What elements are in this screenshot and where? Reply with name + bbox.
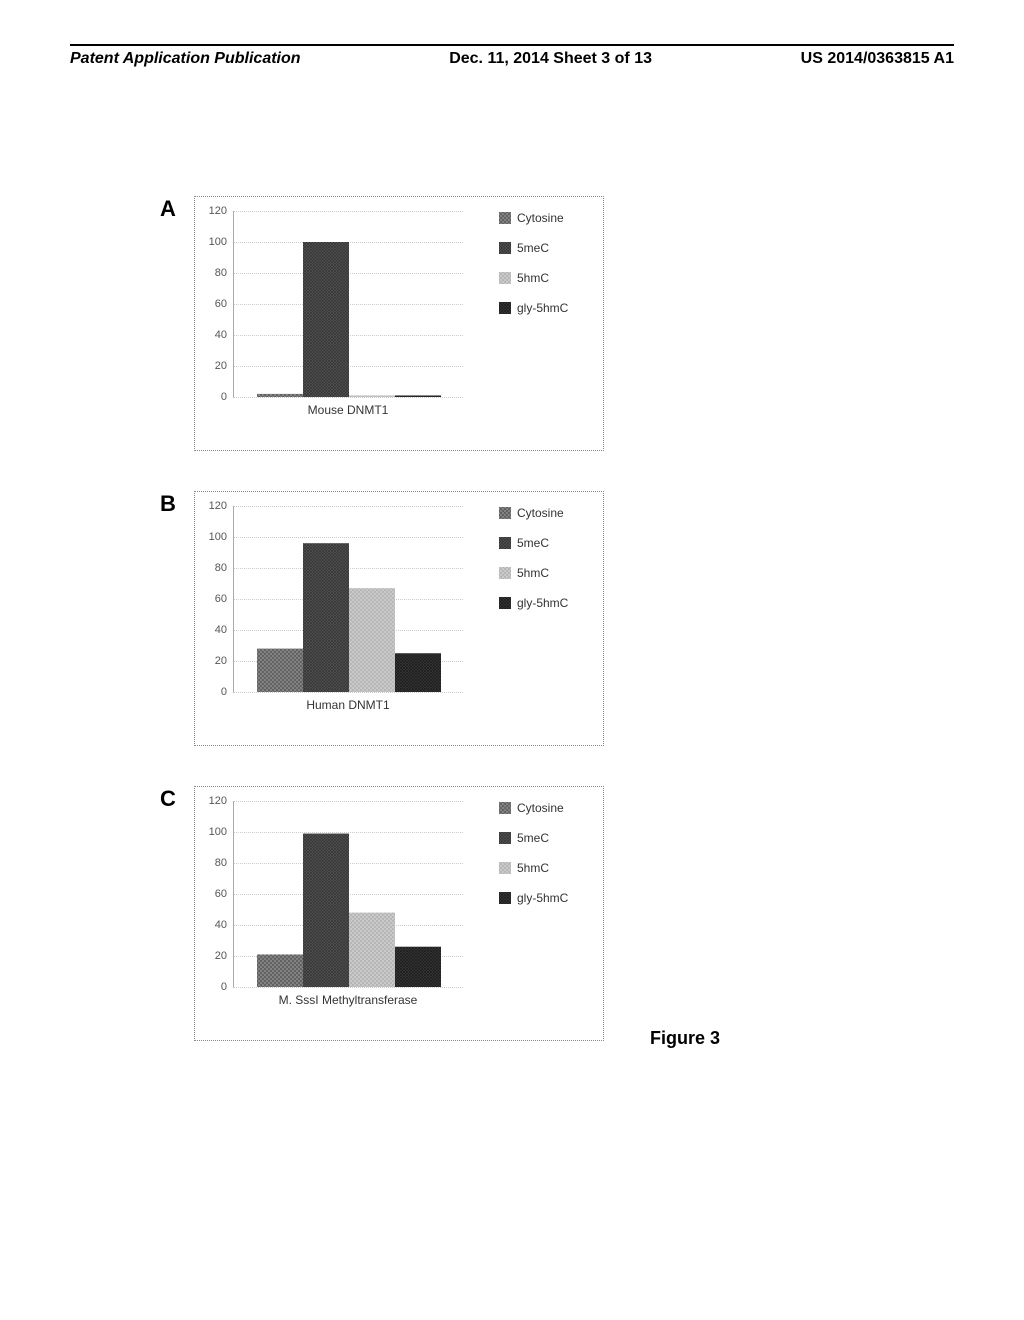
legend-item: gly-5hmC (499, 301, 593, 315)
y-tick: 40 (205, 919, 227, 931)
header-text-row: Patent Application Publication Dec. 11, … (0, 50, 1024, 68)
y-tick: 60 (205, 888, 227, 900)
legend-swatch (499, 597, 511, 609)
legend-label: 5hmC (517, 566, 549, 580)
y-tick: 20 (205, 950, 227, 962)
legend-label: 5meC (517, 241, 549, 255)
legend-swatch (499, 567, 511, 579)
legend-item: Cytosine (499, 211, 593, 225)
legend-swatch (499, 862, 511, 874)
legend-swatch (499, 272, 511, 284)
legend-label: 5hmC (517, 861, 549, 875)
y-tick: 0 (205, 391, 227, 403)
legend-item: Cytosine (499, 801, 593, 815)
figure-caption: Figure 3 (650, 1028, 720, 1049)
y-tick: 120 (205, 205, 227, 217)
legend-swatch (499, 802, 511, 814)
panel-label: C (160, 786, 176, 812)
y-tick: 100 (205, 236, 227, 248)
legend-label: 5meC (517, 536, 549, 550)
legend-label: 5meC (517, 831, 549, 845)
legend-swatch (499, 242, 511, 254)
y-tick: 80 (205, 267, 227, 279)
y-tick: 60 (205, 593, 227, 605)
y-tick: 60 (205, 298, 227, 310)
y-tick: 80 (205, 562, 227, 574)
bar (257, 954, 303, 987)
legend: Cytosine 5meC 5hmC gly-5hmC (499, 506, 593, 626)
legend-swatch (499, 832, 511, 844)
legend-item: 5meC (499, 536, 593, 550)
bar (349, 913, 395, 987)
legend-swatch (499, 302, 511, 314)
legend: Cytosine 5meC 5hmC gly-5hmC (499, 211, 593, 331)
y-tick: 100 (205, 531, 227, 543)
legend-label: gly-5hmC (517, 891, 568, 905)
legend-item: 5hmC (499, 271, 593, 285)
header-center: Dec. 11, 2014 Sheet 3 of 13 (449, 50, 652, 68)
x-axis-label: M. SssI Methyltransferase (233, 993, 463, 1007)
legend-item: 5meC (499, 241, 593, 255)
x-axis-label: Mouse DNMT1 (233, 403, 463, 417)
legend-label: gly-5hmC (517, 596, 568, 610)
legend-label: Cytosine (517, 211, 564, 225)
legend-label: Cytosine (517, 801, 564, 815)
chart-box: 0 20 40 60 80 100 120 M. SssI Methyltransferase… (194, 786, 604, 1041)
page-header: Patent Application Publication Dec. 11, … (0, 44, 1024, 68)
bar (395, 947, 441, 987)
y-tick: 0 (205, 686, 227, 698)
legend-item: 5hmC (499, 861, 593, 875)
y-tick: 20 (205, 655, 227, 667)
chart-box: 0 20 40 60 80 100 120 Mouse DNMT1 Cytosine 5meC 5h… (194, 196, 604, 451)
legend-item: gly-5hmC (499, 891, 593, 905)
gridline (233, 397, 463, 398)
y-tick: 100 (205, 826, 227, 838)
header-rule (70, 44, 954, 46)
y-tick: 80 (205, 857, 227, 869)
panel-label: A (160, 196, 176, 222)
legend-item: 5hmC (499, 566, 593, 580)
bar (257, 394, 303, 397)
bar (303, 242, 349, 397)
legend: Cytosine 5meC 5hmC gly-5hmC (499, 801, 593, 921)
y-tick: 0 (205, 981, 227, 993)
panel-label: B (160, 491, 176, 517)
x-axis-label: Human DNMT1 (233, 698, 463, 712)
legend-swatch (499, 537, 511, 549)
y-tick: 120 (205, 500, 227, 512)
bar (257, 649, 303, 692)
legend-label: Cytosine (517, 506, 564, 520)
chart-box: 0 20 40 60 80 100 120 Human DNMT1 Cytosine 5meC 5h… (194, 491, 604, 746)
legend-swatch (499, 507, 511, 519)
bars-svg (233, 801, 463, 987)
bar (303, 834, 349, 987)
gridline (233, 987, 463, 988)
legend-label: gly-5hmC (517, 301, 568, 315)
bar (349, 395, 395, 397)
gridline (233, 692, 463, 693)
bars-svg (233, 506, 463, 692)
header-right: US 2014/0363815 A1 (801, 50, 954, 68)
bar (349, 588, 395, 692)
bar (395, 653, 441, 692)
y-tick: 40 (205, 329, 227, 341)
legend-swatch (499, 212, 511, 224)
legend-item: 5meC (499, 831, 593, 845)
y-tick: 20 (205, 360, 227, 372)
legend-item: Cytosine (499, 506, 593, 520)
y-tick: 40 (205, 624, 227, 636)
bar (303, 543, 349, 692)
header-left: Patent Application Publication (70, 50, 301, 68)
legend-swatch (499, 892, 511, 904)
bar (395, 395, 441, 397)
legend-item: gly-5hmC (499, 596, 593, 610)
y-tick: 120 (205, 795, 227, 807)
bars-svg (233, 211, 463, 397)
legend-label: 5hmC (517, 271, 549, 285)
